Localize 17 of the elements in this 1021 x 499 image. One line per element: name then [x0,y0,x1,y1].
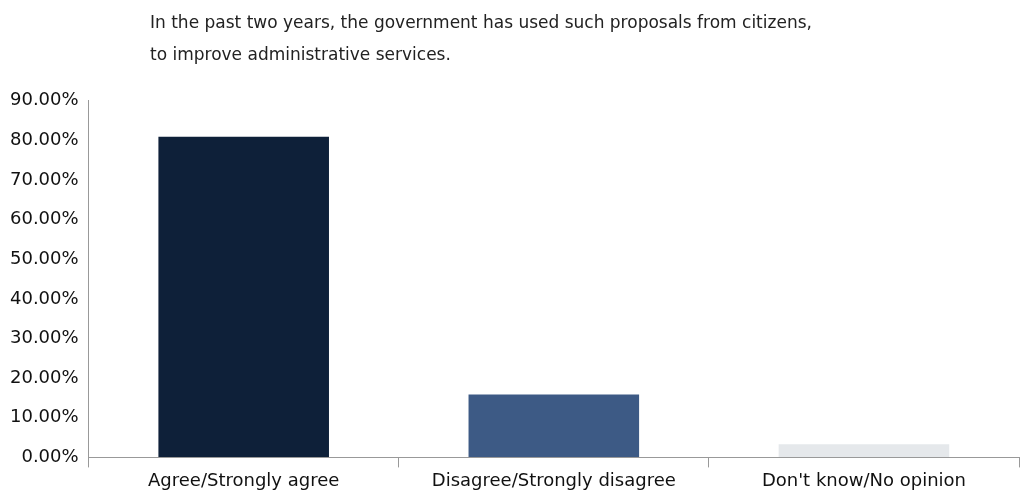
x-tick-label: Don't know/No opinion [761,468,966,490]
bar [158,136,329,457]
bar [778,444,950,457]
y-tick-label: 50.00% [9,246,79,268]
y-tick-label: 40.00% [9,286,79,308]
y-tick-label: 20.00% [9,365,79,387]
y-tick-label: 10.00% [9,405,79,427]
y-tick-label: 60.00% [9,207,79,229]
x-tick-label: Disagree/Strongly disagree [431,468,676,490]
y-tick-label: 30.00% [9,326,79,348]
y-tick-label: 80.00% [9,128,79,150]
x-tick-label: Agree/Strongly agree [148,468,340,490]
y-tick-label: 90.00% [9,88,79,110]
chart-title: In the past two years, the government has used such proposals from citizens, to improve administrative services. [150,11,813,66]
y-tick-label: 70.00% [9,167,79,189]
y-tick-label: 0.00% [21,445,79,467]
bar [468,394,640,457]
